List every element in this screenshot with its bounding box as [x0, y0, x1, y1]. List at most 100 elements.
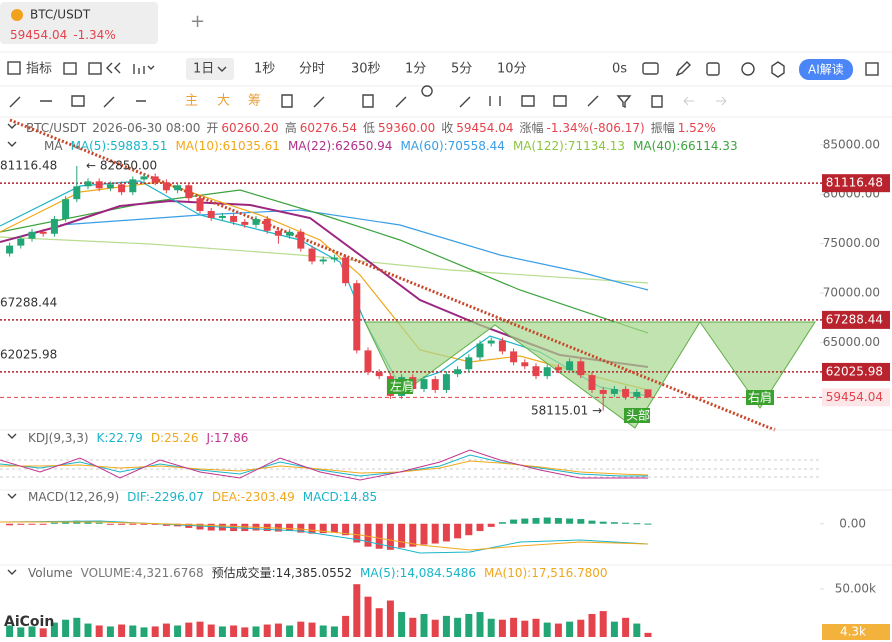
candle-body: [230, 215, 238, 222]
symbol-tab[interactable]: [0, 2, 158, 44]
toolbar-icon[interactable]: [63, 62, 77, 75]
candle-body: [118, 184, 126, 193]
macd-bar: [465, 523, 473, 536]
toolbar-item[interactable]: 1分: [405, 62, 426, 77]
collapse-icon[interactable]: [7, 433, 17, 439]
volume-tag-label: 4.3k: [840, 625, 866, 639]
undo-redo[interactable]: [683, 96, 727, 106]
volume-bar: [420, 613, 428, 637]
ma-legend: MA MA(5):59883.51 MA(10):61035.61 MA(22):62…: [44, 139, 738, 153]
volume-legend-item: 预估成交量:14,385.0552: [212, 565, 352, 580]
volume-bar: [297, 621, 305, 637]
ai-button[interactable]: [799, 59, 853, 80]
tool-item[interactable]: 主: [185, 94, 198, 109]
volume-bar: [185, 622, 193, 637]
draw-tool-icons[interactable]: [281, 85, 663, 109]
macd-legend-item: DEA:-2303.49: [212, 490, 295, 504]
volume-bar: [521, 620, 529, 637]
macd-bar: [196, 523, 204, 530]
collapse-icon[interactable]: [7, 569, 17, 575]
draw-tool-icons[interactable]: [9, 95, 146, 108]
macd-bar: [39, 523, 47, 525]
candle-body: [286, 231, 294, 236]
volume-bar: [599, 611, 607, 637]
settings-icon[interactable]: [741, 62, 755, 76]
candle-body: [454, 369, 462, 375]
level-tag: [822, 362, 890, 381]
kdj-legend-item: D:25.26: [151, 431, 199, 445]
volume-bar: [588, 613, 596, 637]
toolbar-item[interactable]: 5分: [451, 62, 472, 77]
candle-body: [207, 211, 215, 218]
macd-bar: [129, 523, 137, 525]
volume-bar: [207, 624, 215, 637]
toolbar-icon[interactable]: [106, 62, 121, 74]
candle-body: [633, 391, 641, 397]
macd-bar: [106, 523, 114, 525]
candle-body: [6, 245, 14, 254]
ai-button-label[interactable]: AI解读: [808, 63, 844, 77]
toolbar-icon[interactable]: [706, 62, 720, 76]
y-tick-label: 75000.00: [823, 236, 880, 250]
macd-bar: [84, 521, 92, 524]
candle-body: [39, 231, 47, 234]
macd-bar: [28, 523, 36, 525]
candle-body: [17, 238, 25, 246]
collapse-icon[interactable]: [7, 141, 17, 147]
volume-bar: [95, 625, 103, 637]
candle-body: [554, 367, 562, 371]
field-label: 高: [285, 120, 297, 135]
y-tick-label: 85000.00: [823, 137, 880, 151]
volume-bar: [622, 617, 630, 637]
right-shoulder-label: 右肩: [748, 390, 772, 405]
level-left-label: 62025.98: [0, 347, 57, 361]
candle-body: [106, 184, 114, 189]
toolbar-item[interactable]: 指标: [26, 62, 52, 77]
macd-bar: [342, 523, 350, 536]
collapse-icon[interactable]: [7, 493, 17, 499]
pen-icon[interactable]: [675, 61, 691, 77]
volume-bar: [454, 617, 462, 637]
macd-bar: [532, 518, 540, 524]
toolbar-icon[interactable]: [133, 64, 155, 74]
tool-item[interactable]: 大: [217, 94, 230, 109]
toolbar-item[interactable]: 30秒: [351, 62, 381, 77]
last-price-tag-label: 59454.04: [826, 390, 883, 404]
candle-body: [162, 182, 170, 191]
candle-body: [84, 181, 92, 187]
macd-bar: [476, 523, 484, 532]
ma-legend-item: MA(40):66114.33: [633, 139, 738, 153]
candle-body: [588, 375, 596, 390]
tool-item[interactable]: 筹: [248, 93, 261, 109]
macd-bar: [566, 518, 574, 524]
toolbar-icon[interactable]: [771, 61, 785, 78]
candle-body: [274, 230, 282, 236]
toolbar-item[interactable]: 1秒: [254, 62, 275, 77]
toolbar-item[interactable]: 1日: [193, 62, 214, 77]
toolbar-item[interactable]: 分时: [299, 62, 325, 77]
volume-bar: [498, 619, 506, 637]
toolbar-icon[interactable]: [88, 62, 102, 75]
volume-legend: Volume VOLUME:4,321.6768 预估成交量:14,385.0552…: [28, 565, 608, 580]
volume-bar: [644, 632, 652, 637]
period-selected[interactable]: [186, 58, 234, 80]
candle-body: [487, 340, 495, 344]
toolbar-item[interactable]: 10分: [497, 62, 527, 77]
volume-bar: [50, 622, 58, 637]
collapse-icon[interactable]: [7, 123, 17, 129]
layout-icon[interactable]: [865, 62, 879, 76]
candle-body: [420, 379, 428, 389]
camera-icon[interactable]: [642, 62, 659, 75]
macd-bar: [454, 523, 462, 539]
toolbar-item[interactable]: 0s: [612, 62, 627, 77]
volume-bar: [230, 625, 238, 637]
candle-body: [599, 389, 607, 394]
field-value: -1.34%(-806.17): [547, 121, 645, 135]
add-tab[interactable]: +: [190, 11, 205, 32]
volume-bar: [263, 624, 271, 637]
volume-bar: [308, 622, 316, 637]
ma-legend-item: MA(5):59883.51: [71, 139, 168, 153]
volume-bar: [252, 626, 260, 637]
volume-bar: [28, 626, 36, 637]
